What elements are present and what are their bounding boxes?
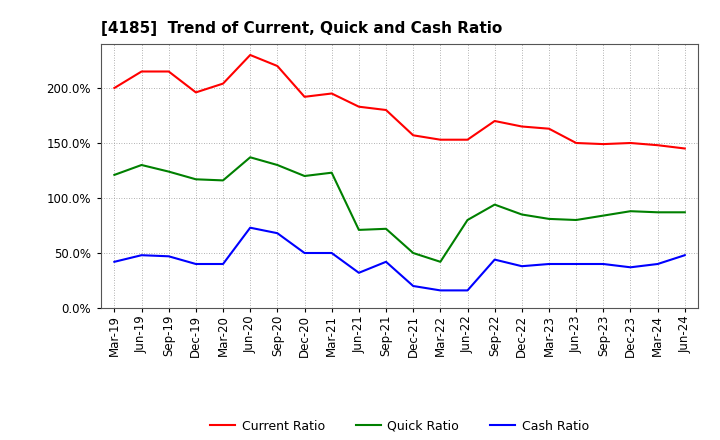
Quick Ratio [653,209,662,215]
Line: Current Ratio: Current Ratio [114,55,685,148]
Quick Ratio [164,169,173,174]
Cash Ratio [463,288,472,293]
Quick Ratio [599,213,608,218]
Current Ratio [599,141,608,147]
Current Ratio [680,146,689,151]
Legend: Current Ratio, Quick Ratio, Cash Ratio: Current Ratio, Quick Ratio, Cash Ratio [205,414,594,437]
Quick Ratio [246,154,255,160]
Cash Ratio [572,261,580,267]
Cash Ratio [328,250,336,256]
Current Ratio [463,137,472,142]
Quick Ratio [382,226,390,231]
Cash Ratio [110,259,119,264]
Quick Ratio [219,178,228,183]
Current Ratio [246,52,255,58]
Cash Ratio [490,257,499,262]
Cash Ratio [354,270,363,275]
Cash Ratio [219,261,228,267]
Quick Ratio [192,176,200,182]
Cash Ratio [273,231,282,236]
Cash Ratio [246,225,255,231]
Cash Ratio [545,261,554,267]
Current Ratio [409,132,418,138]
Quick Ratio [626,209,635,214]
Current Ratio [110,85,119,91]
Cash Ratio [382,259,390,264]
Quick Ratio [110,172,119,177]
Current Ratio [164,69,173,74]
Current Ratio [518,124,526,129]
Quick Ratio [273,162,282,168]
Quick Ratio [138,162,146,168]
Cash Ratio [138,253,146,258]
Quick Ratio [680,209,689,215]
Cash Ratio [164,253,173,259]
Cash Ratio [680,253,689,258]
Quick Ratio [545,216,554,221]
Current Ratio [382,107,390,113]
Cash Ratio [518,264,526,269]
Current Ratio [192,90,200,95]
Quick Ratio [354,227,363,232]
Current Ratio [436,137,445,142]
Quick Ratio [409,250,418,256]
Quick Ratio [300,173,309,179]
Cash Ratio [653,261,662,267]
Current Ratio [490,118,499,124]
Current Ratio [626,140,635,146]
Line: Quick Ratio: Quick Ratio [114,157,685,262]
Current Ratio [572,140,580,146]
Current Ratio [653,143,662,148]
Current Ratio [545,126,554,131]
Quick Ratio [490,202,499,207]
Text: [4185]  Trend of Current, Quick and Cash Ratio: [4185] Trend of Current, Quick and Cash … [101,21,502,36]
Quick Ratio [572,217,580,223]
Current Ratio [273,63,282,69]
Quick Ratio [518,212,526,217]
Quick Ratio [436,259,445,264]
Current Ratio [219,81,228,86]
Cash Ratio [626,264,635,270]
Cash Ratio [409,283,418,289]
Cash Ratio [300,250,309,256]
Quick Ratio [463,217,472,223]
Current Ratio [300,94,309,99]
Quick Ratio [328,170,336,175]
Current Ratio [354,104,363,109]
Line: Cash Ratio: Cash Ratio [114,228,685,290]
Current Ratio [138,69,146,74]
Cash Ratio [599,261,608,267]
Current Ratio [328,91,336,96]
Cash Ratio [192,261,200,267]
Cash Ratio [436,288,445,293]
